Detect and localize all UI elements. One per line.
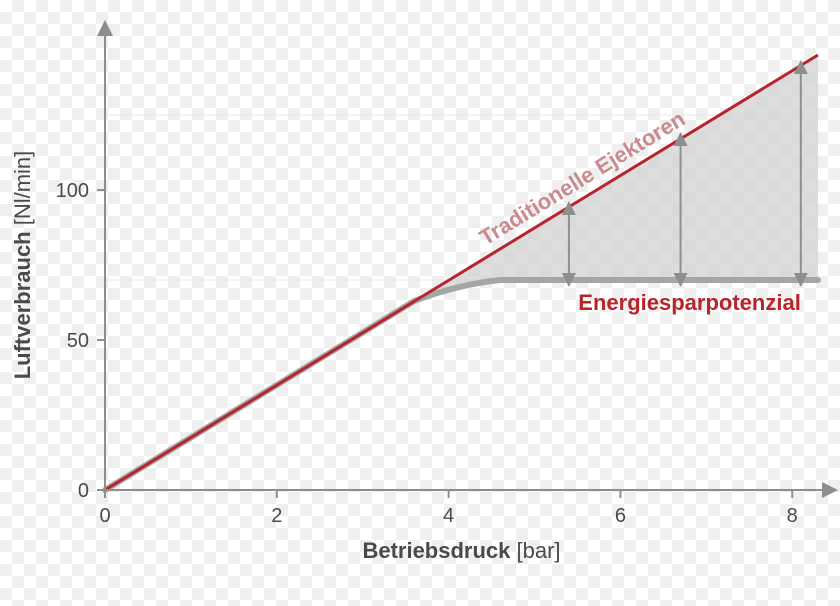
x-axis-label-bold: Betriebsdruck	[362, 538, 511, 563]
y-axis-label-unit: [Nl/min]	[10, 151, 35, 232]
savings-label: Energiesparpotenzial	[578, 290, 801, 315]
x-axis-label-unit: [bar]	[510, 538, 560, 563]
svg-text:2: 2	[271, 505, 282, 527]
svg-text:50: 50	[67, 330, 89, 352]
svg-text:0: 0	[78, 480, 89, 502]
x-ticks: 0 2 4 6 8	[99, 490, 797, 527]
chart: 0 2 4 6 8 0 50 100 Betriebsdruck [bar] Luftver…	[0, 0, 840, 606]
svg-text:100: 100	[56, 180, 89, 202]
svg-text:4: 4	[443, 505, 454, 527]
y-axis-label-bold: Luftverbrauch	[10, 231, 35, 379]
y-axis-label: Luftverbrauch [Nl/min]	[10, 151, 35, 380]
svg-text:0: 0	[99, 505, 110, 527]
y-ticks: 0 50 100	[56, 180, 105, 502]
x-axis-label: Betriebsdruck [bar]	[362, 538, 560, 563]
svg-text:8: 8	[787, 505, 798, 527]
svg-text:6: 6	[615, 505, 626, 527]
